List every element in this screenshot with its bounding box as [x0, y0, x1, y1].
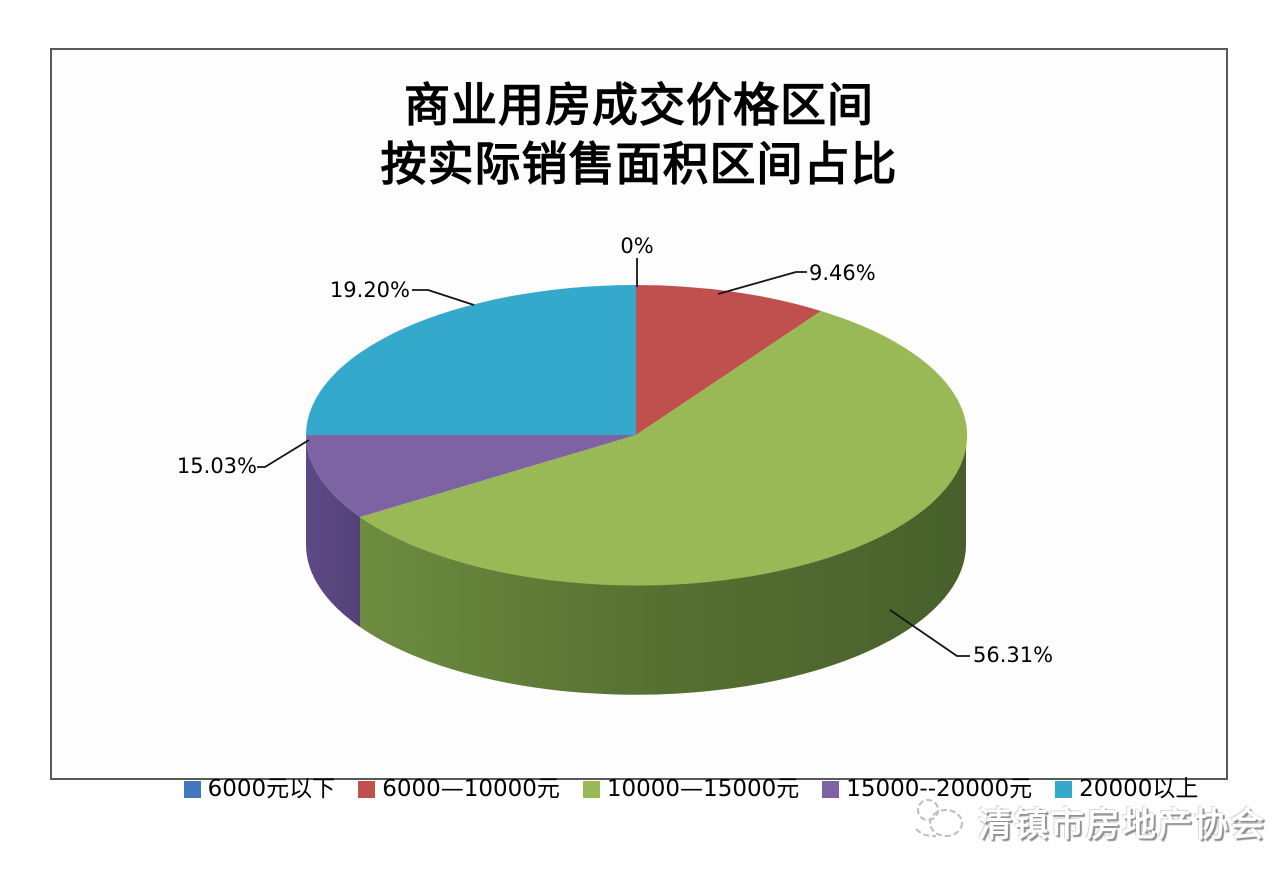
legend-swatch-blue: [183, 780, 201, 798]
chart-title-line2: 按实际销售面积区间占比: [380, 137, 898, 191]
pie-slice-over-20000: [306, 285, 636, 435]
legend-label: 6000—10000元: [382, 775, 560, 802]
callout-label-0pct: 0%: [620, 234, 653, 258]
callout-line-56.31pct: [889, 609, 970, 657]
legend-item-under-6000: 6000元以下: [183, 775, 336, 802]
pie-side-green: [360, 435, 966, 695]
cyan-swatch-icon: [1055, 780, 1073, 798]
legend-label: 10000—15000元: [606, 775, 800, 802]
watermark-text: 清镇市房地产协会: [978, 804, 1266, 845]
watermark: 清镇市房地产协会: [908, 793, 1266, 849]
pie-slice-10000-15000: [360, 311, 968, 586]
callout-label-19.20pct: 19.20%: [330, 278, 410, 302]
legend-label: 6000元以下: [207, 775, 336, 802]
pie-slice-15000-20000: [306, 435, 636, 517]
callout-line-9.46pct: [717, 271, 807, 295]
red-swatch-icon: [358, 780, 376, 798]
chart-title-line1: 商业用房成交价格区间: [404, 78, 874, 132]
association-logo-icon: [915, 799, 963, 838]
legend-swatch-purple: [822, 780, 840, 798]
callout-label-15.03pct: 15.03%: [177, 454, 257, 478]
callout-label-9.46pct: 9.46%: [809, 261, 876, 285]
chart-title: 商业用房成交价格区间 按实际销售面积区间占比: [52, 76, 1226, 194]
legend-item-6000-10000: 6000—10000元: [358, 775, 560, 802]
legend-item-over-20000: 20000以上: [1055, 775, 1199, 802]
purple-swatch-icon: [822, 780, 840, 798]
chart-legend: 6000元以下 6000—10000元 10000—15000元 15000--…: [104, 772, 1278, 806]
legend-swatch-red: [358, 780, 376, 798]
callout-label-56.31pct: 56.31%: [973, 643, 1053, 667]
pie-side-purple: [306, 435, 360, 627]
pie-slice-6000-10000: [636, 285, 821, 435]
legend-swatch-cyan: [1055, 780, 1073, 798]
callout-line-19.20pct: [412, 289, 475, 306]
legend-label: 20000以上: [1079, 775, 1199, 802]
legend-label: 15000--20000元: [846, 775, 1033, 802]
legend-item-15000-20000: 15000--20000元: [822, 775, 1033, 802]
blue-swatch-icon: [183, 780, 201, 798]
legend-swatch-green: [582, 780, 600, 798]
legend-item-10000-15000: 10000—15000元: [582, 775, 800, 802]
green-swatch-icon: [582, 780, 600, 798]
callout-line-15.03pct: [257, 439, 310, 468]
